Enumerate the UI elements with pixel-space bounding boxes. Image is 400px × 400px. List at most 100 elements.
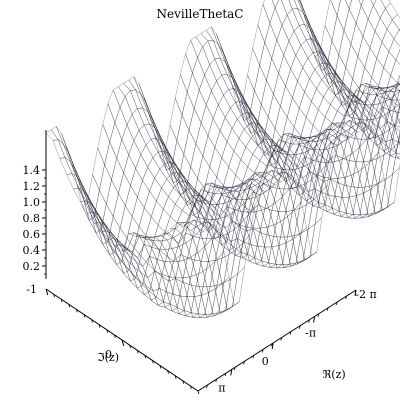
surface-patch <box>338 184 352 214</box>
surface-patch <box>386 90 400 115</box>
surface-patch <box>123 246 137 262</box>
surface-patch <box>195 189 209 204</box>
surface-patch <box>90 213 104 245</box>
surface-patch <box>340 212 354 219</box>
surface-patch <box>288 0 298 10</box>
surface-patch <box>312 109 326 134</box>
surface-patch <box>197 46 210 76</box>
surface-patch <box>216 74 229 96</box>
surface-patch <box>364 158 378 188</box>
surface-patch <box>142 236 155 239</box>
surface-patch <box>87 211 100 224</box>
surface-patch <box>121 232 135 252</box>
surface-patch <box>180 232 193 259</box>
imag-minor-tick <box>152 360 154 364</box>
surface-patch <box>330 154 343 183</box>
surface-patch <box>230 238 243 258</box>
surface-patch <box>121 248 135 267</box>
surface-patch <box>140 234 154 265</box>
surface-patch <box>257 121 271 141</box>
surface-patch <box>159 231 173 257</box>
real-minor-tick <box>326 307 329 311</box>
surface-patch <box>186 72 200 110</box>
surface-patch <box>166 173 180 188</box>
surface-patch <box>298 24 312 41</box>
surface-patch <box>168 187 181 205</box>
surface-patch <box>200 196 214 212</box>
surface-patch <box>297 162 311 188</box>
surface-patch <box>273 211 287 238</box>
surface-patch <box>283 262 297 268</box>
surface-patch <box>181 219 195 228</box>
surface-patch <box>133 266 147 287</box>
surface-patch <box>352 55 365 90</box>
surface-patch <box>202 196 216 209</box>
surface-patch <box>187 180 200 199</box>
surface-patch <box>309 68 322 90</box>
imag-minor-tick <box>190 385 192 390</box>
surface-patch <box>295 135 309 142</box>
surface-patch <box>275 236 288 265</box>
surface-patch <box>200 219 214 232</box>
surface-patch <box>338 81 352 92</box>
real-minor-tick <box>317 313 320 317</box>
surface-patch <box>83 190 97 211</box>
surface-patch <box>233 209 247 228</box>
surface-patch <box>274 152 288 170</box>
surface-patch <box>164 162 178 174</box>
surface-patch <box>107 89 121 124</box>
surface-patch <box>90 203 104 222</box>
surface-patch <box>331 72 345 100</box>
surface-patch <box>193 211 207 224</box>
surface-patch <box>166 166 180 184</box>
surface-patch <box>324 0 338 42</box>
surface-patch <box>276 148 290 168</box>
surface-patch <box>238 100 252 134</box>
surface-patch <box>283 155 297 174</box>
surface-patch <box>380 121 393 143</box>
surface-patch <box>286 8 300 32</box>
surface-patch <box>262 180 276 189</box>
surface-patch <box>168 153 181 172</box>
surface-patch <box>186 201 200 216</box>
surface-patch <box>297 0 309 21</box>
surface-patch <box>178 242 192 261</box>
surface-patch <box>219 116 233 143</box>
surface-patch <box>276 24 290 56</box>
surface-patch <box>228 65 241 98</box>
surface-patch <box>102 102 116 143</box>
surface-patch <box>254 64 267 106</box>
surface-patch <box>226 73 240 93</box>
surface-patch <box>295 135 309 165</box>
surface-patch <box>211 26 224 54</box>
surface-patch <box>294 0 304 13</box>
surface-patch <box>205 26 219 45</box>
surface-patch <box>242 198 256 213</box>
surface-patch <box>247 47 260 92</box>
surface-patch <box>80 200 93 214</box>
surface-patch <box>149 235 162 239</box>
surface-patch <box>206 205 219 224</box>
surface-patch <box>206 197 219 229</box>
surface-patch <box>155 131 169 165</box>
surface-patch <box>152 288 166 308</box>
surface-patch <box>249 172 262 195</box>
surface-patch <box>280 210 293 238</box>
surface-patch <box>388 126 400 154</box>
real-tick-label: -π <box>305 326 316 339</box>
surface-patch <box>252 23 265 67</box>
surface-patch <box>343 8 357 45</box>
surface-patch <box>213 185 226 189</box>
imag-minor-tick <box>174 375 177 379</box>
surface-patch <box>333 81 347 91</box>
surface-patch <box>340 81 353 103</box>
surface-patch <box>316 133 330 159</box>
surface-patch <box>181 91 195 131</box>
surface-patch <box>156 258 169 277</box>
surface-patch <box>106 230 119 241</box>
surface-patch <box>168 253 182 282</box>
surface-patch <box>204 64 217 92</box>
surface-patch <box>190 199 204 218</box>
surface-patch <box>306 133 319 144</box>
surface-patch <box>218 94 231 118</box>
